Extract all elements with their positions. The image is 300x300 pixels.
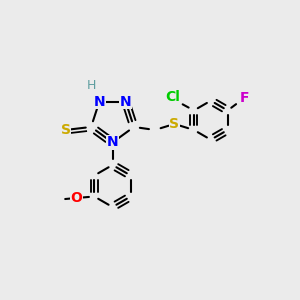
Text: H: H: [87, 79, 97, 92]
Text: S: S: [61, 123, 70, 137]
Text: F: F: [239, 91, 249, 105]
Text: S: S: [169, 117, 179, 131]
Text: N: N: [107, 136, 118, 149]
Text: N: N: [94, 95, 105, 109]
Text: O: O: [70, 191, 82, 205]
Text: Cl: Cl: [166, 90, 180, 104]
Text: N: N: [120, 95, 131, 109]
